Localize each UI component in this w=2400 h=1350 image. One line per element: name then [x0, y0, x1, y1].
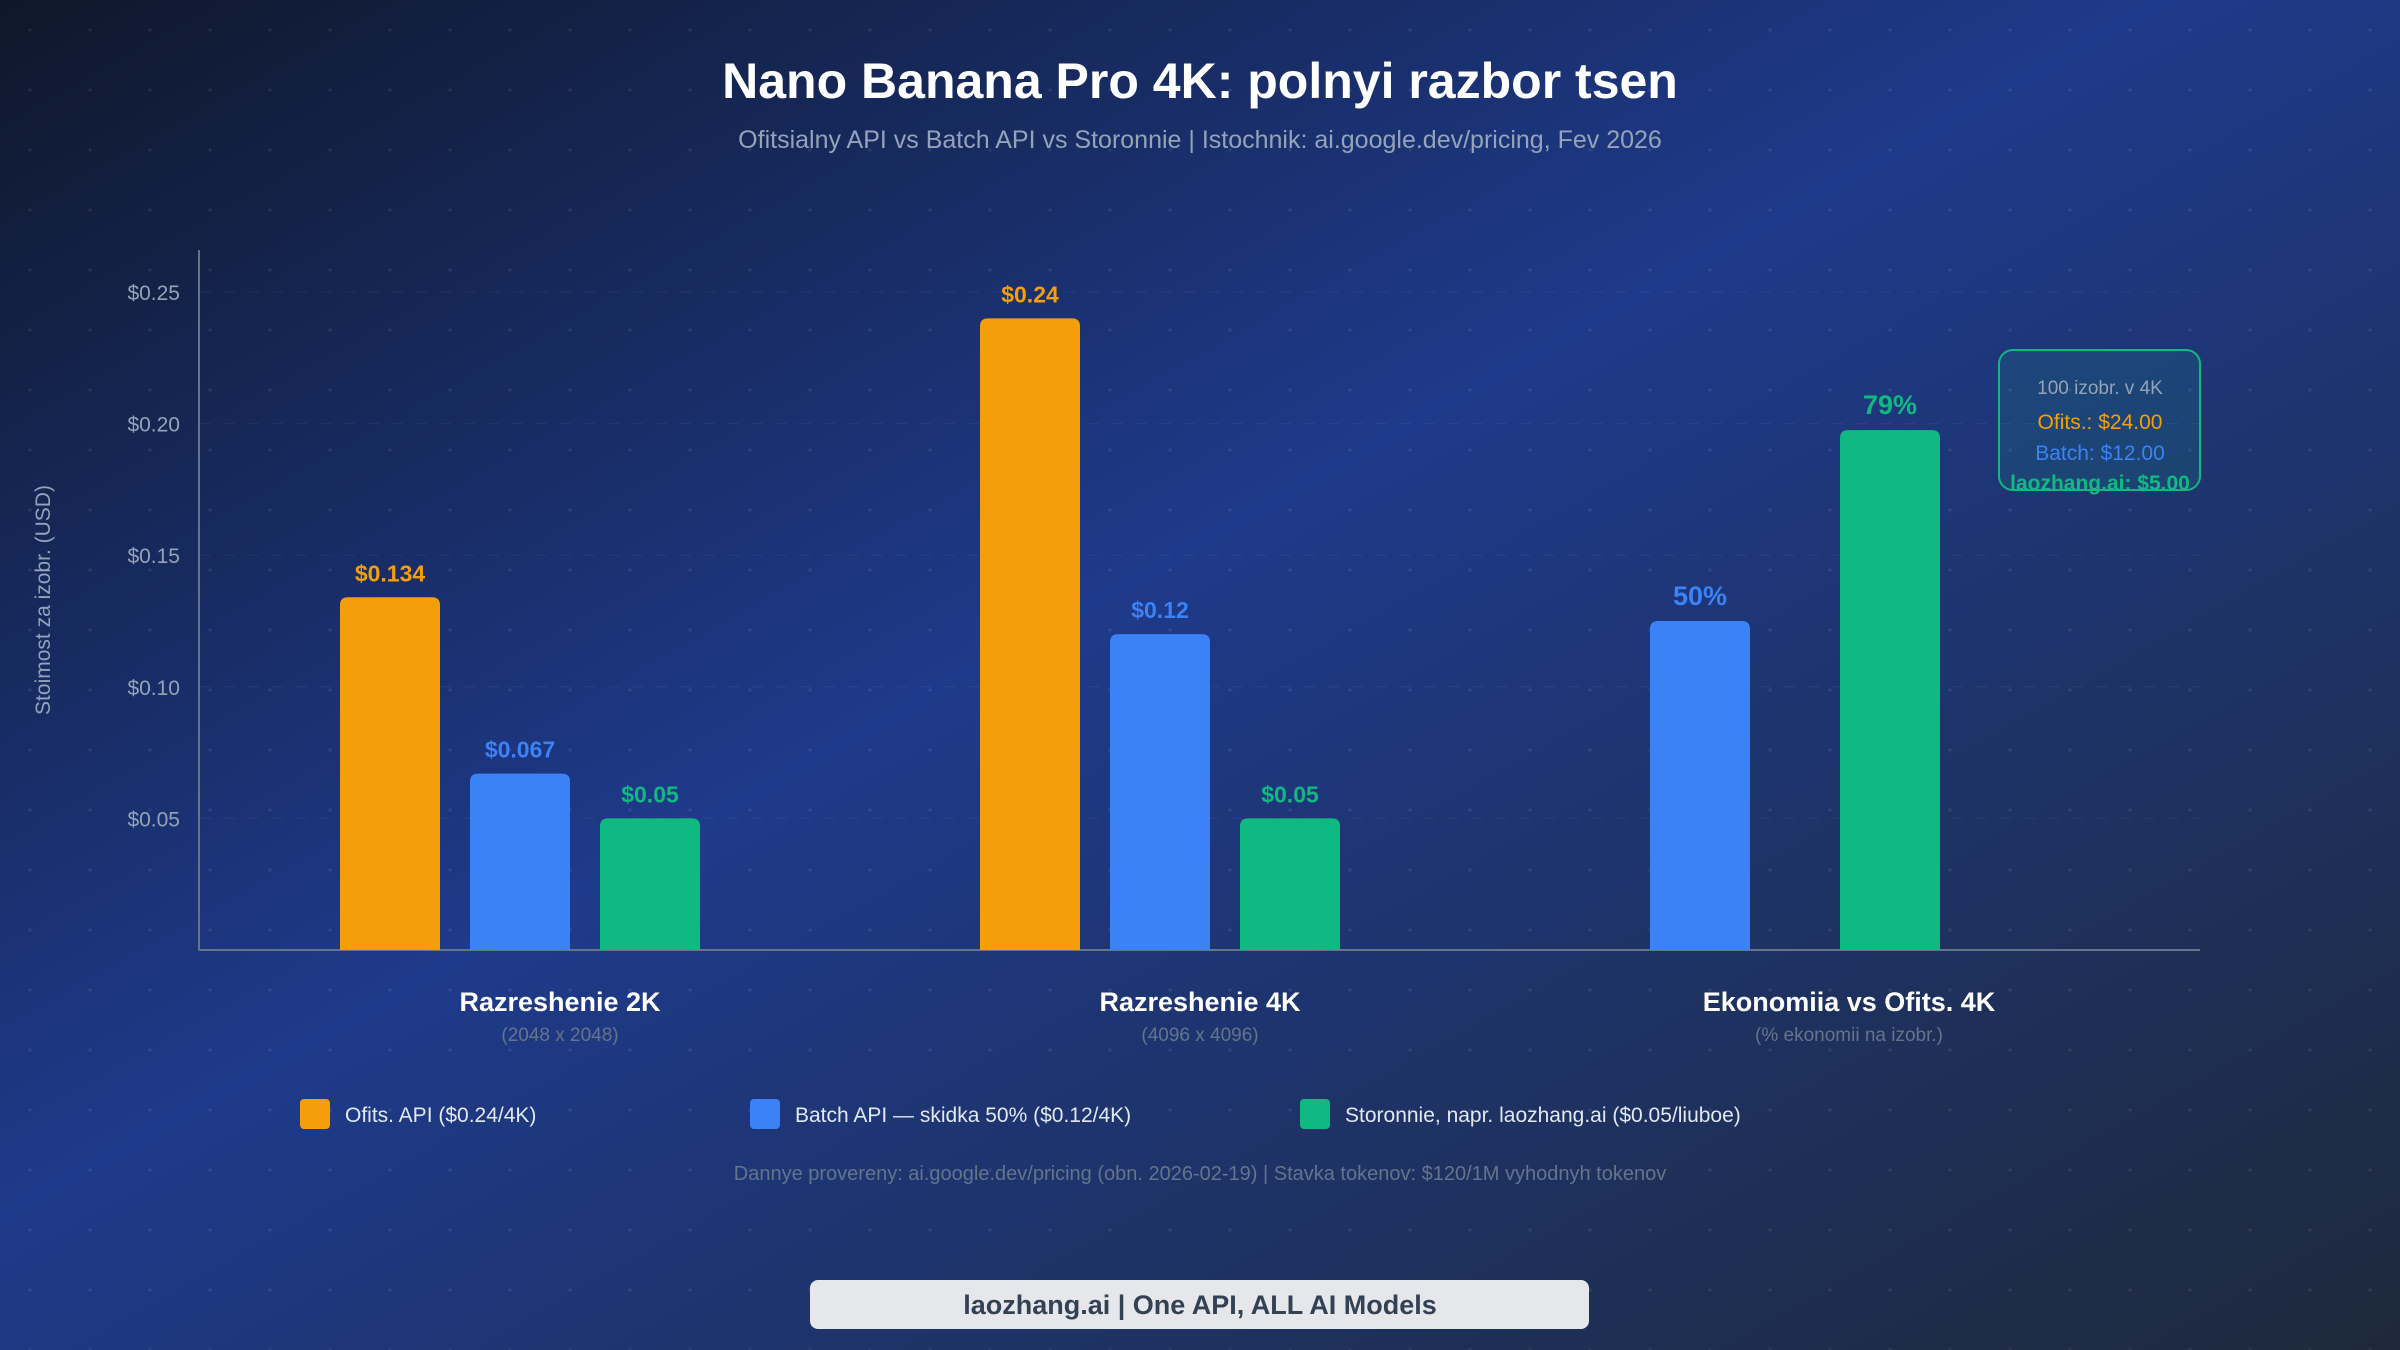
y-tick-label: $0.05 — [127, 808, 180, 831]
bar-batch — [470, 773, 570, 950]
y-tick-label: $0.15 — [127, 545, 180, 568]
legend: Ofits. API ($0.24/4K) Batch API — skidka … — [300, 1099, 1741, 1129]
footer-banner[interactable]: laozhang.ai | One API, ALL AI Models — [810, 1280, 1589, 1329]
group-label: Ekonomiia vs Ofits. 4K — [1703, 987, 1996, 1017]
group-label: Razreshenie 2K — [459, 987, 661, 1017]
bar-value-label: $0.12 — [1131, 597, 1189, 623]
chart-subtitle: Ofitsialny API vs Batch API vs Storonnie… — [738, 126, 1662, 154]
bar-batch — [1110, 634, 1210, 950]
annotation-title: 100 izobr. v 4K — [2037, 378, 2163, 399]
bar-value-label: $0.24 — [1001, 281, 1059, 307]
bar-value-label: $0.05 — [1261, 781, 1319, 807]
legend-label: Ofits. API ($0.24/4K) — [345, 1104, 536, 1127]
y-tick-label: $0.20 — [127, 414, 180, 437]
annotation-box: 100 izobr. v 4K Ofits.: $24.00 Batch: $1… — [1998, 349, 2201, 495]
legend-swatch-third_party — [1300, 1099, 1330, 1129]
bar-value-label: 79% — [1863, 390, 1917, 420]
bar-official — [980, 318, 1080, 950]
footer-banner-bg — [810, 1280, 1589, 1329]
legend-label: Batch API — skidka 50% ($0.12/4K) — [795, 1104, 1131, 1127]
annotation-official: Ofits.: $24.00 — [2038, 411, 2163, 434]
bars: $0.134 $0.067 $0.05 $0.24 $0.12 $0.05 50% 79% — [340, 281, 1940, 950]
y-tick-label: $0.10 — [127, 677, 180, 700]
legend-swatch-official — [300, 1099, 330, 1129]
bar-official — [340, 597, 440, 950]
bar-value-label: $0.134 — [355, 560, 426, 586]
footer-banner-text: laozhang.ai | One API, ALL AI Models — [963, 1290, 1437, 1320]
bar-third_party — [1240, 818, 1340, 950]
y-axis-label: Stoimost za izobr. (USD) — [32, 485, 55, 715]
group-sublabel: (% ekonomii na izobr.) — [1755, 1025, 1943, 1046]
group-labels: Razreshenie 2K (2048 x 2048) Razreshenie 4… — [459, 987, 1995, 1046]
bar-third_party — [1840, 430, 1940, 950]
footnote: Dannye provereny: ai.google.dev/pricing … — [734, 1163, 1666, 1185]
group-sublabel: (2048 x 2048) — [501, 1025, 618, 1046]
bar-value-label: $0.067 — [485, 737, 555, 763]
bar-value-label: $0.05 — [621, 781, 679, 807]
legend-label: Storonnie, napr. laozhang.ai ($0.05/liub… — [1345, 1104, 1741, 1127]
y-tick-label: $0.25 — [127, 282, 180, 305]
bar-batch — [1650, 621, 1750, 950]
legend-swatch-batch — [750, 1099, 780, 1129]
annotation-third-party: laozhang.ai: $5.00 — [2010, 472, 2190, 495]
bar-third_party — [600, 818, 700, 950]
annotation-frame — [1998, 349, 2201, 491]
y-ticks: $0.05 $0.10 $0.15 $0.20 $0.25 — [127, 282, 180, 831]
group-sublabel: (4096 x 4096) — [1141, 1025, 1258, 1046]
annotation-batch: Batch: $12.00 — [2035, 442, 2165, 465]
group-label: Razreshenie 4K — [1099, 987, 1301, 1017]
bar-value-label: 50% — [1673, 581, 1727, 611]
chart-title: Nano Banana Pro 4K: polnyi razbor tsen — [722, 53, 1678, 109]
